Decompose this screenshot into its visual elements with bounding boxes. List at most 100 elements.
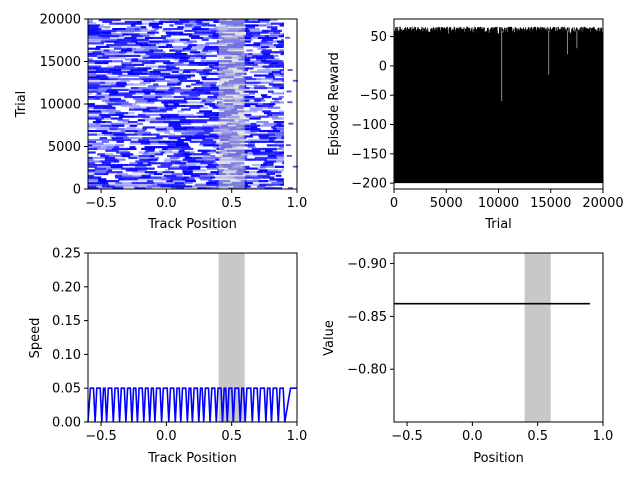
heatmap-cell xyxy=(88,146,94,149)
heatmap-cell xyxy=(281,112,284,115)
heatmap-cell xyxy=(194,92,206,95)
heatmap-cell xyxy=(281,122,284,125)
heatmap-cell xyxy=(245,26,255,29)
heatmap-cell xyxy=(193,26,202,29)
heatmap-cell xyxy=(273,72,280,75)
heatmap-cell xyxy=(95,95,105,99)
heatmap-cell xyxy=(88,78,100,81)
heatmap-cell xyxy=(252,178,261,181)
heatmap-cell xyxy=(94,61,109,65)
heatmap-cell xyxy=(208,97,223,100)
heatmap-cell xyxy=(241,126,251,129)
heatmap-cell xyxy=(88,185,97,188)
heatmap-cell xyxy=(112,27,126,31)
heatmap-cell xyxy=(262,53,271,56)
heatmap-cell xyxy=(261,54,274,57)
heatmap-cell xyxy=(280,53,284,56)
heatmap-cell xyxy=(160,69,167,72)
heatmap-cell xyxy=(256,158,267,161)
heatmap-cell xyxy=(108,155,122,158)
heatmap-cell xyxy=(269,35,279,38)
heatmap-cell xyxy=(191,47,204,50)
heatmap-cell xyxy=(249,106,255,109)
heatmap-cell xyxy=(185,137,193,140)
heatmap-cell xyxy=(249,29,263,32)
heatmap-cell xyxy=(271,70,281,74)
heatmap-cell xyxy=(151,90,165,93)
heatmap-cell xyxy=(160,178,171,181)
heatmap-cell xyxy=(171,115,186,118)
heatmap-cell xyxy=(161,176,167,179)
heatmap-cell xyxy=(107,138,113,142)
heatmap-cell xyxy=(100,33,112,36)
heatmap-cell xyxy=(166,115,172,118)
heatmap-cell xyxy=(92,67,99,70)
heatmap-cell xyxy=(142,137,152,140)
heatmap-cell xyxy=(88,165,97,168)
heatmap-cell xyxy=(275,165,284,168)
heatmap-cell xyxy=(245,33,253,36)
heatmap-cell xyxy=(254,61,264,65)
heatmap-cell xyxy=(110,165,123,168)
heatmap-cell xyxy=(88,22,97,25)
heatmap-cell xyxy=(212,42,218,45)
heatmap-cell xyxy=(245,129,251,133)
heatmap-cell xyxy=(189,61,203,65)
p2-ytick-label: 50 xyxy=(370,30,387,45)
heatmap-cell xyxy=(187,160,201,163)
heatmap-cell xyxy=(123,185,134,188)
heatmap-cell xyxy=(273,54,279,57)
heatmap-cell xyxy=(187,101,201,104)
heatmap-cell xyxy=(99,113,111,117)
heatmap-cell xyxy=(172,117,186,120)
heatmap-cell xyxy=(266,144,279,147)
heatmap-cell xyxy=(268,140,276,143)
heatmap-cell xyxy=(121,155,131,158)
heatmap-cell xyxy=(203,88,218,91)
heatmap-cell xyxy=(146,187,153,190)
heatmap-cell xyxy=(136,47,145,50)
heatmap-cell xyxy=(276,180,284,183)
p2-xtick-label: 0 xyxy=(390,196,398,211)
heatmap-cell xyxy=(105,146,114,149)
heatmap-cell xyxy=(153,69,161,72)
heatmap-cell xyxy=(149,121,163,124)
heatmap-cell xyxy=(109,128,117,131)
heatmap-cell xyxy=(96,185,102,188)
heatmap-cell xyxy=(263,156,278,159)
heatmap-cell xyxy=(131,58,139,61)
heatmap-cell xyxy=(130,78,142,81)
heatmap-cell xyxy=(105,147,112,151)
heatmap-cell xyxy=(92,144,105,147)
heatmap-cell xyxy=(260,40,268,43)
p4-xtick-label: 0.0 xyxy=(462,429,483,444)
heatmap-cell xyxy=(257,47,267,50)
heatmap-cell xyxy=(138,76,151,79)
heatmap-cell xyxy=(102,20,113,23)
heatmap-cell xyxy=(243,90,251,93)
heatmap-cell xyxy=(260,153,275,156)
heatmap-cell xyxy=(186,85,191,88)
p2-ytick-label: −150 xyxy=(351,147,387,162)
heatmap-cell xyxy=(174,58,180,61)
heatmap-cell xyxy=(167,147,181,151)
heatmap-cell xyxy=(95,49,104,52)
heatmap-cell xyxy=(129,162,138,165)
panel-speed: −0.5 0.0 0.5 1.0 0.00 0.05 0.10 0.15 0.20 0.25 Tr… xyxy=(28,247,307,467)
p1-xtick-label: −0.5 xyxy=(85,196,117,211)
heatmap-cell xyxy=(166,180,174,183)
heatmap-cell xyxy=(122,33,130,36)
heatmap-cell xyxy=(279,69,284,72)
heatmap-cell xyxy=(259,187,265,190)
heatmap-cell xyxy=(169,40,175,43)
heatmap-cell xyxy=(181,131,188,134)
heatmap-cell xyxy=(170,85,176,88)
heatmap-cell xyxy=(168,137,181,140)
heatmap-cell xyxy=(117,78,131,81)
heatmap-cell xyxy=(250,126,258,129)
heatmap-cell xyxy=(166,33,179,36)
heatmap-cell xyxy=(111,147,118,151)
p1-ytick-label: 10000 xyxy=(40,98,81,113)
heatmap-cell xyxy=(205,137,214,140)
heatmap-cell xyxy=(180,129,186,133)
